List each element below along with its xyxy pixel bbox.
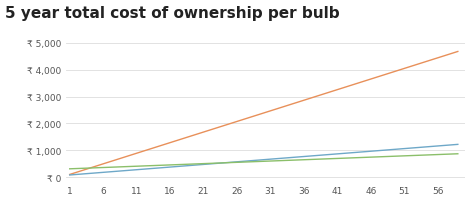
Regular (455, 51, 461, 53)
Line: CFL: CFL (70, 145, 458, 175)
CFL (80, 173, 86, 175)
CFL (167, 166, 173, 169)
Regular (127, 154, 133, 157)
CFL (348, 152, 354, 154)
CFL (455, 143, 461, 146)
LED (167, 164, 173, 166)
LED (348, 157, 354, 159)
Line: LED: LED (70, 154, 458, 169)
Regular (67, 173, 73, 176)
CFL (268, 158, 273, 161)
Text: 5 year total cost of ownership per bulb: 5 year total cost of ownership per bulb (5, 6, 339, 21)
Line: Regular: Regular (70, 52, 458, 175)
CFL (127, 169, 133, 172)
LED (80, 167, 86, 170)
LED (455, 153, 461, 155)
LED (67, 168, 73, 170)
Regular (80, 169, 86, 172)
LED (107, 166, 113, 169)
Regular (107, 161, 113, 163)
CFL (67, 174, 73, 176)
CFL (107, 171, 113, 173)
LED (268, 160, 273, 163)
Regular (348, 85, 354, 87)
Regular (167, 142, 173, 144)
LED (127, 165, 133, 168)
Regular (268, 110, 273, 112)
